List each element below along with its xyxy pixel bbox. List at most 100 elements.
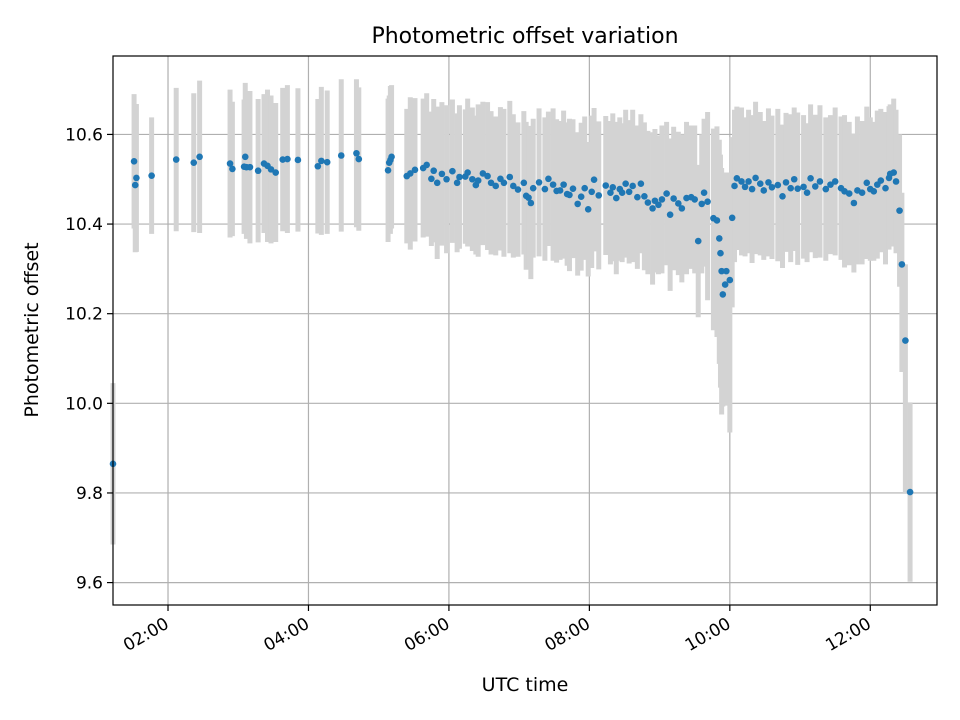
data-point bbox=[663, 190, 670, 197]
data-point bbox=[581, 184, 588, 192]
data-point bbox=[453, 179, 461, 187]
data-point bbox=[428, 175, 435, 183]
data-point bbox=[556, 187, 564, 194]
data-point bbox=[438, 170, 446, 178]
y-tick-label: 10.2 bbox=[65, 305, 103, 325]
data-point bbox=[590, 176, 598, 183]
data-point bbox=[430, 167, 438, 175]
data-point bbox=[506, 173, 514, 181]
data-point bbox=[629, 182, 636, 190]
data-point bbox=[443, 175, 450, 183]
data-point bbox=[520, 179, 528, 187]
data-point bbox=[733, 175, 741, 182]
data-point bbox=[618, 189, 626, 196]
data-point bbox=[411, 166, 419, 174]
x-tick-label: 02:00 bbox=[120, 614, 172, 656]
data-point bbox=[715, 235, 723, 242]
data-point bbox=[717, 249, 724, 257]
data-point bbox=[527, 199, 535, 207]
data-point bbox=[469, 175, 476, 183]
data-point bbox=[694, 237, 702, 245]
data-point bbox=[509, 182, 517, 190]
data-point bbox=[649, 205, 656, 212]
data-point bbox=[284, 155, 291, 163]
data-point bbox=[794, 185, 802, 192]
data-point bbox=[133, 174, 140, 182]
data-point bbox=[790, 175, 798, 183]
data-point bbox=[816, 178, 824, 185]
data-point bbox=[566, 191, 573, 199]
data-point bbox=[752, 174, 759, 182]
data-point bbox=[760, 187, 768, 194]
data-point bbox=[241, 153, 249, 161]
data-point bbox=[811, 183, 819, 190]
data-point bbox=[560, 181, 567, 188]
data-point bbox=[612, 194, 620, 202]
data-point bbox=[525, 194, 532, 201]
data-point bbox=[748, 185, 756, 193]
data-point bbox=[337, 152, 345, 159]
data-point bbox=[607, 189, 614, 196]
data-point bbox=[850, 199, 858, 207]
data-point bbox=[644, 199, 652, 206]
data-point bbox=[226, 160, 234, 167]
data-point bbox=[474, 177, 482, 184]
data-point bbox=[433, 179, 441, 187]
y-tick-label: 10.6 bbox=[65, 125, 103, 145]
data-point bbox=[870, 188, 878, 195]
data-point bbox=[487, 179, 495, 187]
data-point bbox=[272, 169, 279, 176]
data-point bbox=[423, 161, 430, 169]
data-point bbox=[779, 192, 786, 200]
data-point bbox=[756, 180, 764, 188]
data-point bbox=[622, 180, 629, 188]
data-point bbox=[323, 158, 331, 166]
x-tick-label: 10:00 bbox=[682, 614, 734, 656]
x-tick-label: 12:00 bbox=[822, 614, 874, 656]
y-tick-label: 9.8 bbox=[76, 484, 103, 504]
data-point bbox=[882, 184, 889, 192]
data-point bbox=[625, 188, 633, 196]
data-point bbox=[803, 189, 811, 196]
data-point bbox=[246, 163, 254, 171]
data-point bbox=[731, 182, 738, 190]
data-point bbox=[678, 205, 686, 212]
data-point bbox=[723, 267, 730, 275]
data-point bbox=[574, 200, 581, 208]
data-point bbox=[822, 185, 830, 193]
data-point bbox=[721, 281, 729, 288]
data-point bbox=[190, 159, 198, 166]
chart-title: Photometric offset variation bbox=[371, 24, 678, 49]
data-point bbox=[863, 179, 871, 187]
data-point bbox=[569, 185, 577, 192]
data-point bbox=[318, 157, 325, 165]
data-point bbox=[449, 167, 456, 175]
y-tick-label: 10.0 bbox=[65, 394, 103, 414]
plot-frame bbox=[112, 55, 938, 606]
data-point bbox=[641, 192, 648, 200]
data-point bbox=[388, 153, 395, 161]
data-point bbox=[314, 162, 322, 170]
x-tick-label: 06:00 bbox=[401, 614, 453, 656]
data-point bbox=[704, 198, 711, 205]
data-point bbox=[670, 195, 677, 202]
data-point bbox=[713, 217, 721, 224]
data-point bbox=[827, 181, 834, 188]
data-point bbox=[698, 200, 706, 208]
data-point bbox=[514, 186, 522, 193]
data-point bbox=[845, 190, 853, 197]
y-axis-label: Photometric offset bbox=[21, 242, 43, 417]
data-point bbox=[588, 188, 596, 196]
errorbar-layer bbox=[110, 79, 913, 582]
data-point bbox=[892, 178, 900, 185]
data-point bbox=[675, 200, 682, 207]
data-point bbox=[529, 184, 537, 192]
data-point bbox=[655, 201, 662, 209]
data-point bbox=[196, 153, 203, 161]
data-point bbox=[831, 178, 839, 185]
x-tick-label: 08:00 bbox=[541, 614, 593, 656]
data-point bbox=[728, 214, 736, 222]
data-point bbox=[765, 179, 772, 186]
data-point bbox=[896, 207, 903, 214]
